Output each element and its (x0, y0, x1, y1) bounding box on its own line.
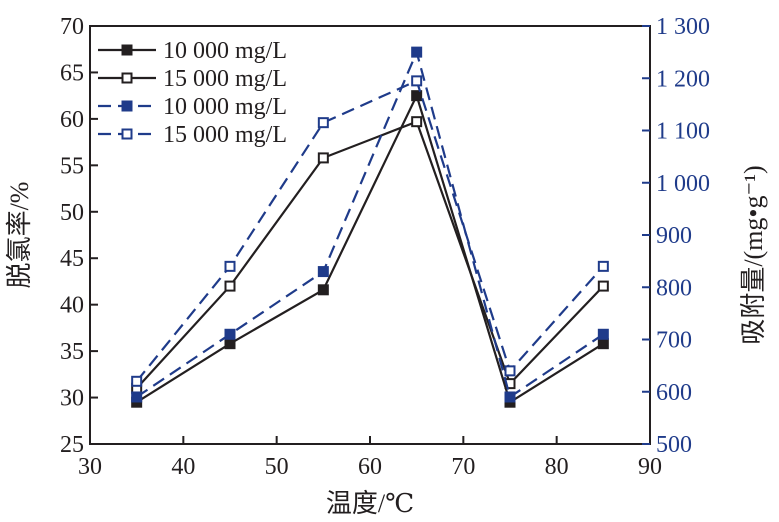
right-y-tick-label: 500 (656, 432, 692, 458)
legend-marker (121, 72, 133, 84)
x-axis-title: 温度/℃ (326, 489, 414, 518)
x-axis-ticks: 30 40 50 60 70 80 90 (78, 436, 662, 480)
x-tick-label: 60 (358, 454, 382, 480)
left-y-tick-label: 50 (60, 200, 84, 226)
legend-label: 15 000 mg/L (163, 66, 287, 92)
data-point (224, 260, 236, 272)
left-y-tick-label: 40 (60, 293, 84, 319)
left-y-tick-label: 65 (60, 60, 84, 86)
data-point (224, 328, 236, 340)
legend-item: 15 000 mg/L (98, 66, 287, 92)
right-y-axis-title: 吸附量/(mg•g⁻¹) (739, 165, 768, 344)
data-point (411, 75, 423, 87)
data-point (317, 117, 329, 129)
legend-label: 10 000 mg/L (163, 94, 287, 120)
x-tick-label: 40 (171, 454, 195, 480)
data-point (317, 284, 329, 296)
right-y-tick-label: 1 200 (656, 66, 710, 92)
data-point (411, 116, 423, 128)
left-y-axis-title: 脱氯率/% (5, 182, 34, 289)
series-3 (131, 46, 609, 403)
data-point (597, 280, 609, 292)
series-line (136, 48, 604, 399)
left-y-tick-label: 45 (60, 246, 84, 272)
legend-item: 15 000 mg/L (98, 122, 287, 148)
data-point (131, 391, 143, 403)
x-tick-label: 90 (638, 454, 662, 480)
legend-label: 10 000 mg/L (163, 38, 287, 64)
series-line (135, 120, 605, 390)
left-y-tick-label: 30 (60, 386, 84, 412)
legend-label: 15 000 mg/L (163, 122, 287, 148)
left-y-tick-label: 35 (60, 339, 84, 365)
legend-marker (121, 44, 133, 56)
left-y-axis-ticks: 25 30 35 40 45 50 55 60 65 70 (60, 14, 98, 458)
series-layer (131, 46, 609, 408)
x-tick-label: 70 (451, 454, 475, 480)
right-y-tick-label: 900 (656, 223, 692, 249)
x-tick-label: 30 (78, 454, 102, 480)
data-point (597, 338, 609, 350)
left-y-tick-label: 60 (60, 107, 84, 133)
right-y-tick-label: 1 300 (656, 14, 710, 40)
series-line (136, 92, 604, 404)
right-y-axis-ticks: 500 600 700 800 900 1 000 1 100 1 200 1 300 (642, 14, 710, 458)
data-point (224, 280, 236, 292)
data-point (131, 375, 143, 387)
legend-item: 10 000 mg/L (98, 94, 287, 120)
left-y-tick-label: 55 (60, 153, 84, 179)
right-y-tick-label: 600 (656, 380, 692, 406)
right-y-tick-label: 1 000 (656, 171, 710, 197)
data-point (224, 338, 236, 350)
left-y-tick-label: 25 (60, 432, 84, 458)
data-point (504, 365, 516, 377)
x-tick-label: 80 (545, 454, 569, 480)
data-point (504, 391, 516, 403)
left-y-tick-label: 70 (60, 14, 84, 40)
legend-item: 10 000 mg/L (98, 38, 287, 64)
right-y-tick-label: 800 (656, 275, 692, 301)
right-y-tick-label: 700 (656, 328, 692, 354)
data-point (411, 90, 423, 102)
series-4 (131, 75, 609, 387)
data-point (317, 152, 329, 164)
legend-marker (121, 128, 133, 140)
data-point (411, 46, 423, 58)
series-line (135, 79, 605, 382)
data-point (597, 328, 609, 340)
legend-marker (121, 100, 133, 112)
data-point (317, 266, 329, 278)
x-tick-label: 50 (265, 454, 289, 480)
data-point (597, 260, 609, 272)
legend: 10 000 mg/L15 000 mg/L10 000 mg/L15 000 … (98, 38, 287, 148)
right-y-tick-label: 1 100 (656, 119, 710, 145)
